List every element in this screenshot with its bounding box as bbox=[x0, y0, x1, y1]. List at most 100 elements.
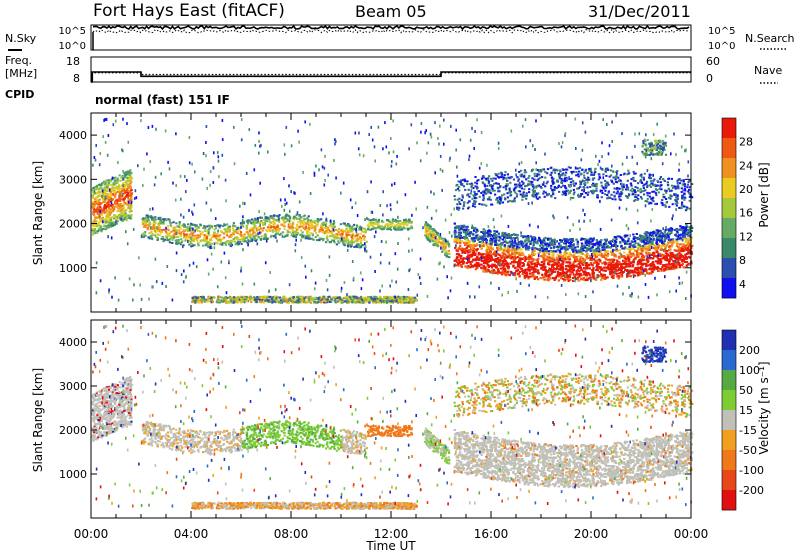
power-pixel bbox=[260, 216, 263, 219]
power-pixel bbox=[258, 226, 261, 229]
power-pixel bbox=[92, 233, 95, 236]
power-pixel bbox=[106, 209, 109, 212]
power-pixel bbox=[226, 229, 229, 232]
power-pixel bbox=[370, 227, 374, 230]
power-pixel bbox=[193, 244, 196, 247]
power-pixel bbox=[111, 198, 114, 201]
power-pixel bbox=[391, 220, 394, 223]
power-pixel bbox=[433, 236, 436, 239]
power-pixel bbox=[92, 211, 96, 214]
power-pixel bbox=[119, 213, 122, 216]
power-pixel bbox=[374, 223, 377, 226]
power-pixel bbox=[228, 228, 231, 231]
power-pixel bbox=[191, 239, 194, 242]
power-pixel bbox=[295, 213, 298, 216]
power-pixel bbox=[303, 218, 306, 220]
power-pixel bbox=[156, 239, 159, 241]
power-pixel bbox=[93, 203, 97, 206]
power-pixel bbox=[159, 231, 162, 234]
power-pixel bbox=[120, 176, 123, 179]
power-pixel bbox=[123, 185, 127, 188]
power-pixel bbox=[109, 216, 112, 219]
power-pixel bbox=[166, 232, 169, 235]
power-pixel bbox=[203, 225, 206, 228]
power-pixel bbox=[325, 236, 328, 239]
power-pixel bbox=[223, 232, 226, 235]
power-pixel bbox=[432, 238, 435, 241]
power-pixel bbox=[259, 237, 262, 240]
power-pixel bbox=[103, 192, 107, 195]
power-pixel bbox=[207, 245, 210, 248]
power-pixel bbox=[240, 242, 243, 245]
power-pixel bbox=[282, 225, 285, 228]
power-pixel bbox=[228, 240, 231, 243]
power-pixel bbox=[126, 176, 129, 179]
power-pixel bbox=[190, 245, 193, 248]
power-pixel bbox=[339, 229, 342, 232]
power-pixel bbox=[255, 227, 258, 230]
power-pixel bbox=[344, 237, 347, 240]
power-pixel bbox=[219, 224, 222, 227]
power-pixel bbox=[108, 204, 111, 207]
power-pixel bbox=[111, 203, 114, 206]
power-pixel bbox=[424, 223, 427, 226]
power-pixel bbox=[119, 188, 122, 191]
power-pixel bbox=[338, 237, 341, 240]
power-pixel bbox=[203, 238, 206, 241]
power-pixel bbox=[176, 225, 179, 228]
power-pixel bbox=[305, 226, 308, 229]
power-pixel bbox=[361, 244, 364, 247]
power-pixel bbox=[94, 216, 97, 219]
power-pixel bbox=[296, 224, 299, 227]
power-pixel bbox=[121, 204, 124, 207]
power-pixel bbox=[310, 221, 313, 224]
power-pixel bbox=[97, 204, 100, 207]
power-pixel bbox=[410, 222, 413, 225]
power-pixel bbox=[430, 231, 433, 234]
power-pixel bbox=[332, 224, 335, 227]
power-pixel bbox=[301, 236, 304, 239]
power-pixel bbox=[192, 240, 195, 242]
power-pixel bbox=[254, 221, 257, 224]
power-pixel bbox=[280, 217, 283, 219]
power-pixel bbox=[102, 220, 105, 222]
power-pixel bbox=[444, 247, 447, 250]
power-pixel bbox=[91, 229, 94, 232]
power-pixel bbox=[232, 233, 235, 236]
power-pixel bbox=[232, 225, 235, 227]
power-pixel bbox=[345, 235, 348, 238]
power-pixel bbox=[390, 223, 393, 226]
power-pixel bbox=[333, 225, 336, 228]
power-pixel bbox=[336, 236, 339, 239]
power-pixel bbox=[348, 243, 351, 246]
power-pixel bbox=[306, 217, 309, 220]
power-pixel bbox=[154, 234, 157, 237]
power-pixel bbox=[101, 228, 104, 231]
power-pixel bbox=[443, 237, 446, 240]
power-pixel bbox=[342, 241, 345, 244]
power-pixel bbox=[237, 237, 240, 240]
power-pixel bbox=[128, 210, 131, 213]
power-pixel bbox=[113, 180, 117, 183]
power-pixel bbox=[219, 238, 222, 241]
nave-label: Nave bbox=[754, 64, 782, 77]
power-pixel bbox=[312, 238, 315, 241]
power-pixel bbox=[126, 196, 130, 199]
power-pixel bbox=[376, 223, 379, 225]
power-pixel bbox=[240, 234, 243, 237]
power-pixel bbox=[125, 183, 128, 186]
power-pixel bbox=[356, 233, 359, 236]
power-pixel bbox=[190, 235, 193, 238]
power-pixel bbox=[104, 228, 107, 231]
power-pixel bbox=[125, 208, 128, 211]
power-pixel bbox=[128, 194, 131, 197]
power-pixel bbox=[182, 228, 185, 231]
power-pixel bbox=[274, 234, 277, 237]
power-pixel bbox=[322, 221, 325, 224]
power-pixel bbox=[115, 222, 118, 225]
power-pixel bbox=[159, 219, 162, 221]
power-pixel bbox=[291, 231, 294, 234]
power-pixel bbox=[365, 240, 368, 243]
power-pixel bbox=[210, 239, 213, 242]
power-pixel bbox=[225, 231, 229, 234]
